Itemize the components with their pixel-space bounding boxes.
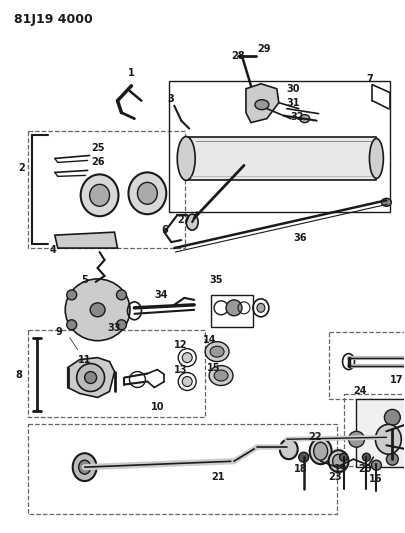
Circle shape bbox=[182, 376, 192, 386]
Circle shape bbox=[116, 320, 126, 330]
Text: 13: 13 bbox=[174, 365, 187, 375]
Ellipse shape bbox=[380, 198, 390, 206]
Ellipse shape bbox=[313, 442, 327, 460]
Text: 29: 29 bbox=[256, 44, 270, 54]
Ellipse shape bbox=[254, 100, 268, 110]
Ellipse shape bbox=[369, 139, 382, 179]
Ellipse shape bbox=[81, 174, 118, 216]
Ellipse shape bbox=[90, 184, 109, 206]
Circle shape bbox=[371, 460, 380, 470]
Bar bbox=[28, 330, 205, 417]
Ellipse shape bbox=[299, 115, 309, 123]
Circle shape bbox=[84, 372, 96, 384]
Text: 8: 8 bbox=[15, 369, 22, 379]
Ellipse shape bbox=[209, 366, 232, 385]
Bar bbox=[343, 394, 405, 466]
Text: 30: 30 bbox=[286, 84, 300, 94]
Ellipse shape bbox=[205, 342, 228, 361]
Text: 23: 23 bbox=[328, 472, 341, 482]
Text: 28: 28 bbox=[230, 51, 244, 61]
Ellipse shape bbox=[213, 370, 228, 381]
Text: 31: 31 bbox=[286, 98, 300, 108]
Ellipse shape bbox=[309, 438, 331, 464]
Polygon shape bbox=[245, 84, 278, 123]
Ellipse shape bbox=[90, 303, 105, 317]
Text: 11: 11 bbox=[77, 354, 91, 365]
Text: 21: 21 bbox=[211, 472, 224, 482]
Ellipse shape bbox=[210, 346, 224, 357]
Text: 35: 35 bbox=[209, 275, 222, 285]
Ellipse shape bbox=[332, 454, 344, 468]
Bar bbox=[328, 332, 405, 399]
Polygon shape bbox=[68, 358, 114, 398]
Circle shape bbox=[384, 409, 399, 425]
Ellipse shape bbox=[186, 214, 198, 230]
Text: 17: 17 bbox=[389, 375, 403, 384]
Text: 10: 10 bbox=[151, 402, 164, 413]
Bar bbox=[356, 399, 405, 467]
Circle shape bbox=[339, 453, 347, 461]
Ellipse shape bbox=[79, 460, 90, 474]
Text: 3: 3 bbox=[167, 94, 174, 104]
Text: 26: 26 bbox=[92, 157, 105, 167]
Text: 7: 7 bbox=[366, 74, 372, 84]
Text: 19: 19 bbox=[333, 464, 346, 474]
Ellipse shape bbox=[65, 279, 130, 341]
Text: 12: 12 bbox=[174, 340, 187, 350]
Bar bbox=[169, 81, 389, 212]
Text: 27: 27 bbox=[177, 215, 190, 225]
Text: 24: 24 bbox=[353, 386, 366, 397]
Text: 5: 5 bbox=[81, 275, 88, 285]
Text: 1: 1 bbox=[127, 68, 134, 78]
Circle shape bbox=[66, 290, 77, 300]
Circle shape bbox=[386, 453, 397, 465]
Ellipse shape bbox=[328, 450, 347, 472]
Ellipse shape bbox=[375, 424, 400, 454]
Text: 18: 18 bbox=[293, 464, 307, 474]
Circle shape bbox=[298, 452, 308, 462]
Circle shape bbox=[347, 431, 364, 447]
Text: 81J19 4000: 81J19 4000 bbox=[14, 13, 92, 26]
Ellipse shape bbox=[137, 182, 157, 204]
Text: 4: 4 bbox=[50, 245, 56, 255]
Circle shape bbox=[226, 300, 241, 316]
Text: 20: 20 bbox=[358, 464, 371, 474]
Bar bbox=[211, 295, 252, 327]
Ellipse shape bbox=[177, 136, 195, 180]
Text: 36: 36 bbox=[293, 233, 307, 243]
Text: 9: 9 bbox=[55, 327, 62, 337]
Bar bbox=[28, 131, 185, 248]
Ellipse shape bbox=[279, 439, 297, 459]
Text: 6: 6 bbox=[161, 225, 168, 235]
Ellipse shape bbox=[72, 453, 96, 481]
Bar bbox=[28, 424, 336, 514]
Text: 33: 33 bbox=[107, 323, 121, 333]
Circle shape bbox=[116, 290, 126, 300]
Text: 32: 32 bbox=[290, 111, 303, 122]
Text: 34: 34 bbox=[154, 290, 167, 300]
Text: 16: 16 bbox=[368, 474, 381, 484]
Text: 2: 2 bbox=[18, 164, 25, 173]
Text: 14: 14 bbox=[202, 335, 216, 345]
Ellipse shape bbox=[128, 172, 166, 214]
Bar bbox=[186, 136, 375, 180]
Text: 15: 15 bbox=[207, 362, 220, 373]
Polygon shape bbox=[55, 232, 117, 248]
Circle shape bbox=[66, 320, 77, 330]
Circle shape bbox=[182, 353, 192, 362]
Circle shape bbox=[77, 364, 104, 391]
Circle shape bbox=[362, 453, 369, 461]
Ellipse shape bbox=[256, 303, 264, 312]
Text: 25: 25 bbox=[92, 143, 105, 154]
Text: 22: 22 bbox=[308, 432, 322, 442]
